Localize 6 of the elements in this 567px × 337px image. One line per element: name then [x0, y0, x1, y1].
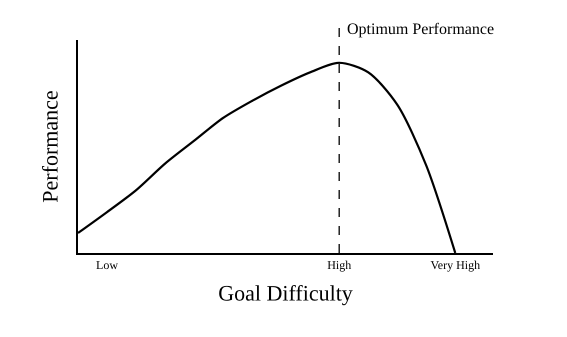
x-tick-label: High [327, 258, 352, 272]
x-tick-label: Very High [430, 258, 480, 272]
y-axis-title: Performance [38, 90, 63, 203]
x-tick-label: Low [96, 258, 118, 272]
ref-line-label: Optimum Performance [347, 21, 494, 38]
x-axis-title: Goal Difficulty [218, 280, 353, 306]
